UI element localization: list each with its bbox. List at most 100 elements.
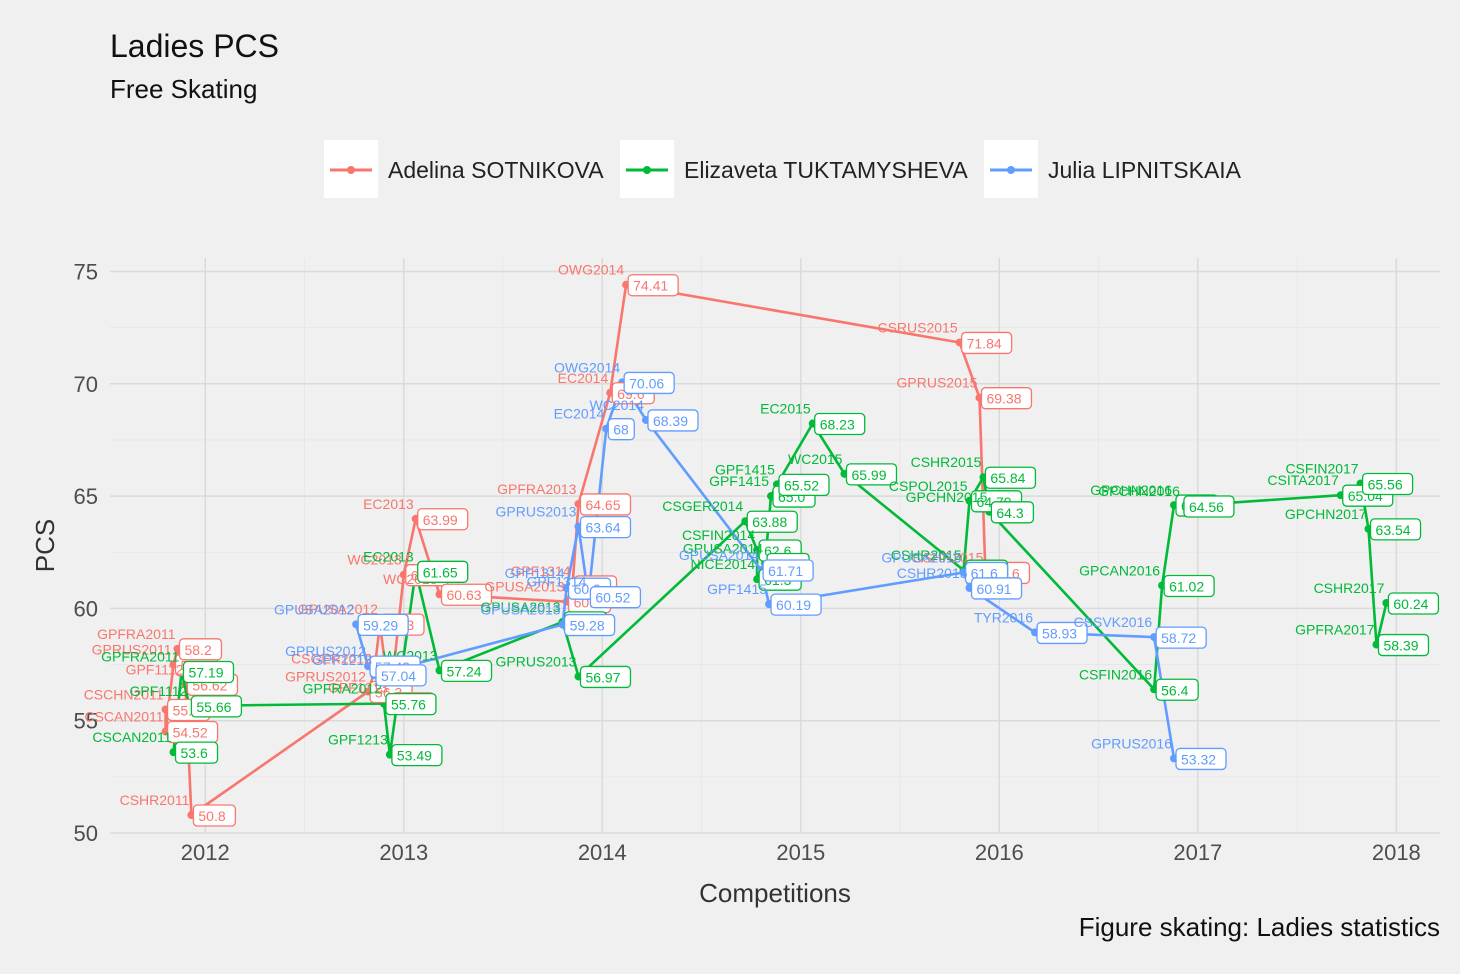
value-label: 55.66 bbox=[196, 699, 231, 715]
value-label-box bbox=[190, 695, 243, 718]
value-label: 59.28 bbox=[570, 618, 605, 634]
chart-subtitle: Free Skating bbox=[110, 74, 258, 104]
point-labels: CSCHN201155.5CSCAN201154.52GPRUS201157.5… bbox=[84, 262, 1440, 827]
value-label-box bbox=[417, 560, 469, 583]
point-name-label: GPF1415 bbox=[715, 461, 775, 477]
point-name-label: WC2013 bbox=[347, 552, 402, 568]
point-name-label: GPF1213 bbox=[312, 652, 372, 668]
y-tick-label: 65 bbox=[74, 484, 98, 509]
x-tick-label: 2015 bbox=[776, 840, 825, 865]
value-label-box bbox=[647, 409, 699, 432]
value-label: 56.4 bbox=[1161, 682, 1188, 698]
y-tick-label: 60 bbox=[74, 596, 98, 621]
point-name-label: GPCHN2016 bbox=[1098, 483, 1180, 499]
x-tick-label: 2014 bbox=[578, 840, 627, 865]
point-name-label: CSCHN2011 bbox=[84, 686, 164, 702]
value-label: 58.39 bbox=[1383, 638, 1418, 654]
value-label-box bbox=[385, 692, 437, 716]
value-label-box bbox=[440, 583, 493, 606]
value-label-box bbox=[762, 559, 814, 582]
point-name-label: CSHR2015 bbox=[891, 547, 962, 563]
point-name-label: GPUSA2012 bbox=[274, 601, 354, 617]
legend-label: Adelina SOTNIKOVA bbox=[388, 157, 604, 183]
point-name-label: GPRUS2013 bbox=[496, 504, 577, 520]
x-tick-label: 2018 bbox=[1372, 840, 1421, 865]
labels-series-0: CSCHN201155.5CSCAN201154.52GPRUS201157.5… bbox=[84, 262, 1033, 827]
point-name-label: GPUSA2012 bbox=[298, 601, 378, 617]
value-label-box bbox=[970, 577, 1023, 600]
y-tick-label: 75 bbox=[74, 259, 98, 284]
point-name-label: GPUSA2013 bbox=[480, 599, 560, 615]
value-label: 60.91 bbox=[977, 581, 1012, 597]
value-label-box bbox=[607, 418, 635, 441]
x-tick-label: 2013 bbox=[379, 840, 428, 865]
x-axis-title: Competitions bbox=[699, 878, 851, 908]
value-label: 63.99 bbox=[423, 512, 458, 528]
value-label: 71.84 bbox=[967, 335, 1002, 351]
value-label-box bbox=[990, 501, 1035, 524]
point-name-label: CSCAN2011 bbox=[84, 708, 163, 724]
legend-key-point bbox=[1007, 166, 1015, 174]
value-label-box bbox=[174, 741, 219, 764]
value-label: 65.84 bbox=[990, 470, 1025, 486]
point-name-label: CSCAN2011 bbox=[92, 729, 171, 745]
point-name-label: GPCHN2017 bbox=[1285, 506, 1367, 522]
legend-key-point bbox=[643, 166, 651, 174]
point-name-label: EC2013 bbox=[363, 548, 414, 564]
point-name-label: CSSVK2016 bbox=[1074, 614, 1153, 630]
point-name-label: CSFIN2017 bbox=[1285, 461, 1358, 477]
legend-label: Elizaveta TUKTAMYSHEVA bbox=[684, 157, 968, 183]
point-name-label: EC2013 bbox=[363, 496, 414, 512]
chart-title: Ladies PCS bbox=[110, 28, 279, 64]
value-label-box bbox=[1361, 472, 1414, 496]
value-label: 59.29 bbox=[363, 617, 398, 633]
point-name-label: GPRUS2016 bbox=[1091, 735, 1172, 751]
value-label: 57.19 bbox=[188, 665, 223, 681]
value-label-box bbox=[579, 493, 632, 516]
chart-caption: Figure skating: Ladies statistics bbox=[1078, 912, 1440, 942]
value-label: 64.65 bbox=[585, 497, 620, 513]
legend-label: Julia LIPNITSKAIA bbox=[1048, 157, 1242, 183]
point-name-label: CSFIN2016 bbox=[1079, 666, 1152, 682]
value-label: 63.64 bbox=[585, 520, 620, 536]
value-label: 70.06 bbox=[629, 375, 664, 391]
point-name-label: EC2014 bbox=[554, 406, 605, 422]
point-name-label: CSHR2015 bbox=[911, 454, 982, 470]
value-label-box bbox=[1183, 495, 1235, 518]
x-tick-label: 2012 bbox=[181, 840, 230, 865]
point-name-label: CSRUS2015 bbox=[877, 319, 957, 335]
value-label-box bbox=[778, 473, 830, 497]
point-name-label: GPF1314 bbox=[505, 565, 565, 581]
point-name-label: NICE2014 bbox=[691, 556, 756, 572]
value-label: 53.6 bbox=[181, 745, 208, 761]
point-name-label: GPCHN2016 bbox=[1090, 482, 1172, 498]
point-name-label: GPUSA2014 bbox=[683, 540, 763, 556]
point-name-label: GPFRA2017 bbox=[1295, 622, 1375, 638]
value-label-box bbox=[1155, 626, 1207, 649]
point-name-label: GPCAN2016 bbox=[1079, 562, 1160, 578]
legend-key-point bbox=[347, 166, 355, 174]
value-label-box bbox=[182, 660, 235, 684]
point-name-label: CSITA2017 bbox=[1267, 472, 1339, 488]
point-name-label: GPF1213 bbox=[328, 732, 388, 748]
value-label-box bbox=[960, 331, 1013, 355]
value-label: 57.04 bbox=[381, 668, 416, 684]
y-tick-label: 50 bbox=[74, 821, 98, 846]
value-label-box bbox=[845, 463, 898, 486]
value-label: 68 bbox=[613, 422, 629, 438]
value-label: 60.19 bbox=[776, 597, 811, 613]
value-label: 58.72 bbox=[1161, 630, 1196, 646]
point-name-label: GPF1314 bbox=[511, 563, 571, 579]
point-name-label: GPF1314 bbox=[526, 574, 586, 590]
point-name-label: CSGER2012 bbox=[291, 651, 372, 667]
value-label-box bbox=[579, 665, 632, 689]
value-label-box bbox=[563, 613, 616, 637]
point-name-label: OWG2014 bbox=[558, 262, 624, 278]
point-name-label: GPFRA2013 bbox=[497, 481, 577, 497]
point-name-label: GPRUS2012 bbox=[285, 668, 366, 684]
value-label: 65.52 bbox=[784, 477, 819, 493]
value-label: 74.41 bbox=[633, 278, 668, 294]
legend: Adelina SOTNIKOVA Elizaveta TUKTAMYSHEVA J… bbox=[324, 140, 1242, 198]
